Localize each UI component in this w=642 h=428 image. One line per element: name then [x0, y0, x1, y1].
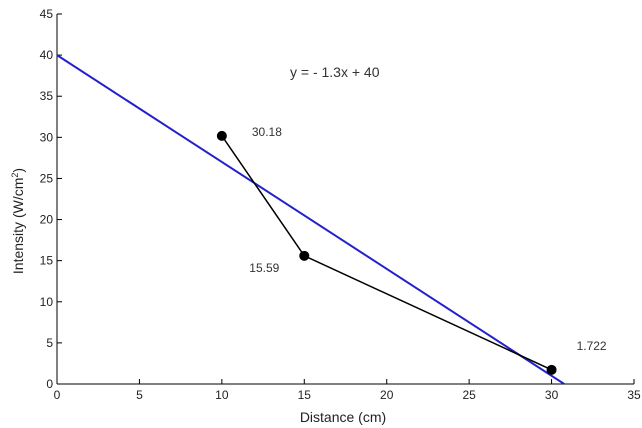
data-label: 30.18 — [252, 125, 282, 139]
fit-line — [56, 54, 565, 385]
data-label: 1.722 — [577, 339, 607, 353]
y-tick-label: 30 — [40, 130, 54, 144]
series-line — [221, 135, 552, 371]
y-tick-label: 45 — [40, 7, 54, 21]
x-tick-label: 0 — [54, 388, 61, 402]
x-tick-label: 15 — [298, 388, 312, 402]
x-tick-label: 25 — [462, 388, 476, 402]
data-point — [216, 130, 227, 141]
data-point — [546, 364, 557, 375]
data-label: 15.59 — [249, 261, 279, 275]
y-tick-label: 40 — [40, 48, 54, 62]
x-tick-label: 35 — [627, 388, 641, 402]
x-tick-label: 30 — [545, 388, 559, 402]
axes: 0 5 10 15 20 25 30 35 0 5 10 15 20 25 30 35 40 45 — [40, 7, 641, 402]
x-tick-label: 10 — [215, 388, 229, 402]
equation-annotation: y = - 1.3x + 40 — [290, 64, 380, 80]
x-axis-label: Distance (cm) — [300, 409, 386, 425]
y-tick-label: 35 — [40, 89, 54, 103]
y-tick-label: 25 — [40, 171, 54, 185]
y-tick-label: 15 — [40, 254, 54, 268]
y-tick-label: 0 — [46, 377, 53, 391]
labels: 30.18 15.59 1.722 — [249, 125, 607, 353]
y-tick-label: 5 — [46, 336, 53, 350]
y-axis-label-sup: 2 — [10, 173, 20, 178]
y-axis-label: Intensity (W/cm2) — [10, 168, 26, 274]
y-tick-label: 20 — [40, 213, 54, 227]
y-axis-label-main: Intensity (W/cm — [10, 178, 26, 274]
x-tick-label: 5 — [136, 388, 143, 402]
y-tick-label: 10 — [40, 295, 54, 309]
data-point — [299, 250, 310, 261]
x-tick-label: 20 — [380, 388, 394, 402]
plot-area — [56, 54, 565, 385]
y-axis-label-close: ) — [10, 168, 26, 173]
